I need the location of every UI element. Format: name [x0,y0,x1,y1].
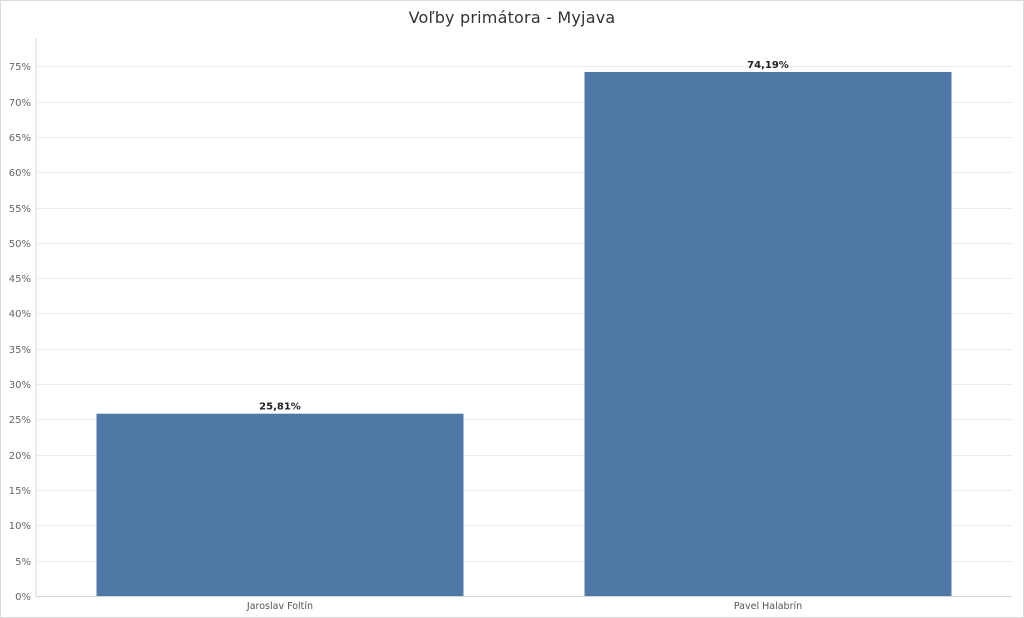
y-tick-label: 45% [9,274,31,285]
y-tick-label: 60% [9,168,31,179]
y-tick-label: 0% [15,592,31,603]
bar-value-label: 25,81% [259,402,301,413]
y-tick-label: 75% [9,62,31,73]
bar [96,413,464,596]
chart-title: Voľby primátora - Myjava [408,8,616,27]
y-tick-label: 50% [9,239,31,250]
x-axis: Jaroslav Foltín Pavel Halabrín [246,601,802,612]
y-tick-label: 65% [9,133,31,144]
y-tick-label: 70% [9,98,31,109]
y-tick-label: 35% [9,345,31,356]
y-tick-label: 10% [9,521,31,532]
bar-value-label: 74,19% [747,60,789,71]
y-tick-label: 25% [9,415,31,426]
y-tick-label: 30% [9,380,31,391]
y-tick-label: 40% [9,309,31,320]
y-tick-label: 15% [9,486,31,497]
bar [584,71,952,597]
data-labels: 25,81% 74,19% [259,60,789,413]
y-axis: 0% 5% 10% 15% 20% 25% 30% 35% 40% 45% 50% 55% 60% 65%… [9,38,1012,603]
x-category-label: Pavel Halabrín [734,601,802,612]
bars [96,71,952,597]
y-tick-label: 20% [9,451,31,462]
x-category-label: Jaroslav Foltín [246,601,313,612]
y-tick-label: 55% [9,204,31,215]
y-tick-label: 5% [15,557,31,568]
